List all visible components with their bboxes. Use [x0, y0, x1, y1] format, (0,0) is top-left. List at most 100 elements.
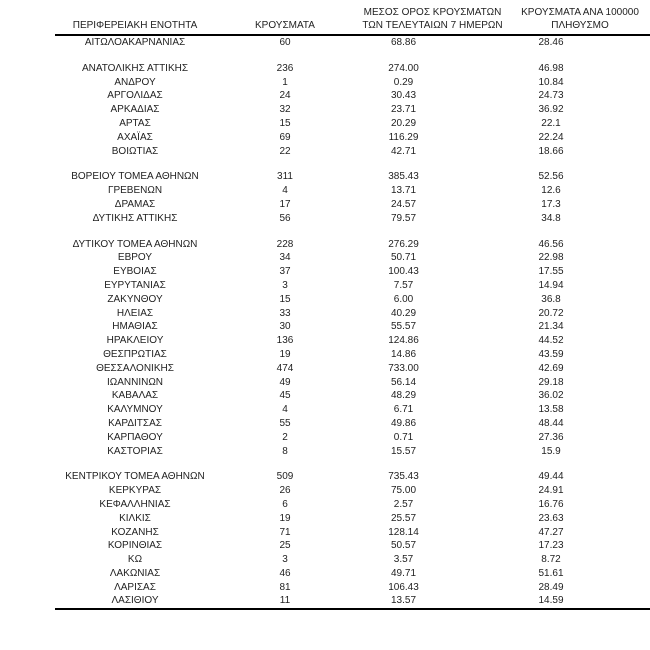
per100k-cell: 46.98	[538, 62, 564, 74]
cases-cell: 37	[279, 266, 291, 278]
table-row: ΑΡΚΑΔΙΑΣ 32 23.71 36.92	[55, 103, 650, 117]
table-row: ΖΑΚΥΝΘΟΥ 15 6.00 36.8	[55, 293, 650, 307]
table-row: ΗΡΑΚΛΕΙΟΥ 136 124.86 44.52	[55, 334, 650, 348]
per100k-cell: 28.49	[538, 581, 564, 593]
avg7-cell: 49.86	[390, 417, 417, 429]
table-row: ΑΝΔΡΟΥ 1 0.29 10.84	[55, 76, 650, 90]
table-row: ΓΡΕΒΕΝΩΝ 4 13.71 12.6	[55, 184, 650, 198]
per100k-cell: 46.56	[538, 238, 564, 250]
avg7-cell: 100.43	[388, 266, 419, 278]
table-row: ΚΕΝΤΡΙΚΟΥ ΤΟΜΕΑ ΑΘΗΝΩΝ 509 735.43 49.44	[55, 470, 650, 484]
table-row: ΚΟΖΑΝΗΣ 71 128.14 47.27	[55, 526, 650, 540]
group-spacer	[55, 158, 650, 170]
region-name-cell: ΘΕΣΠΡΩΤΙΑΣ	[103, 348, 167, 360]
cases-cell: 228	[276, 238, 294, 250]
table-row: ΚΟΡΙΝΘΙΑΣ 25 50.57 17.23	[55, 539, 650, 553]
region-name-cell: ΚΕΦΑΛΛΗΝΙΑΣ	[99, 498, 171, 510]
avg7-cell: 116.29	[388, 131, 419, 143]
region-name-cell: ΗΜΑΘΙΑΣ	[112, 321, 158, 333]
per100k-cell: 27.36	[538, 431, 564, 443]
table-row: ΔΥΤΙΚΗΣ ΑΤΤΙΚΗΣ 56 79.57 34.8	[55, 212, 650, 226]
region-name-cell: ΚΑΣΤΟΡΙΑΣ	[107, 445, 163, 457]
avg7-cell: 30.43	[390, 90, 417, 102]
per100k-cell: 20.72	[538, 307, 564, 319]
table-row: ΚΑΛΥΜΝΟΥ 4 6.71 13.58	[55, 403, 650, 417]
cases-cell: 474	[276, 362, 294, 374]
table-header-row: ΠΕΡΙΦΕΡΕΙΑΚΗ ΕΝΟΤΗΤΑ ΚΡΟΥΣΜΑΤΑ ΜΕΣΟΣ ΟΡΟ…	[55, 0, 650, 36]
table-row: ΚΕΡΚΥΡΑΣ 26 75.00 24.91	[55, 484, 650, 498]
group-spacer	[55, 226, 650, 238]
avg7-cell: 55.57	[390, 321, 417, 333]
cases-cell: 55	[279, 417, 291, 429]
table-row: ΗΛΕΙΑΣ 33 40.29 20.72	[55, 307, 650, 321]
region-name-cell: ΑΡΤΑΣ	[119, 117, 151, 129]
avg7-cell: 42.71	[390, 145, 417, 157]
avg7-cell: 79.57	[390, 212, 417, 224]
per100k-cell: 12.6	[541, 185, 561, 197]
cases-cell: 4	[282, 404, 288, 416]
region-name-cell: ΚΟΖΑΝΗΣ	[111, 526, 159, 538]
table-row: ΑΡΤΑΣ 15 20.29 22.1	[55, 117, 650, 131]
table-row: ΒΟΡΕΙΟΥ ΤΟΜΕΑ ΑΘΗΝΩΝ 311 385.43 52.56	[55, 170, 650, 184]
region-name-cell: ΚΩ	[127, 554, 143, 566]
region-name-cell: ΒΟΡΕΙΟΥ ΤΟΜΕΑ ΑΘΗΝΩΝ	[71, 171, 199, 183]
per100k-cell: 42.69	[538, 362, 564, 374]
per100k-cell: 29.18	[538, 376, 564, 388]
region-name-cell: ΗΡΑΚΛΕΙΟΥ	[106, 335, 164, 347]
avg7-cell: 0.71	[393, 431, 414, 443]
per100k-cell: 10.84	[538, 76, 564, 88]
avg7-cell: 49.71	[390, 567, 417, 579]
region-name-cell: ΚΑΛΥΜΝΟΥ	[107, 404, 163, 416]
per100k-cell: 13.58	[538, 404, 564, 416]
avg7-cell: 735.43	[388, 471, 419, 483]
table-row: ΘΕΣΣΑΛΟΝΙΚΗΣ 474 733.00 42.69	[55, 362, 650, 376]
per100k-cell: 24.73	[538, 90, 564, 102]
cases-cell: 24	[279, 90, 291, 102]
region-name-cell: ΚΙΛΚΙΣ	[119, 512, 151, 524]
region-name-cell: ΘΕΣΣΑΛΟΝΙΚΗΣ	[96, 362, 174, 374]
cases-cell: 25	[279, 540, 291, 552]
per100k-cell: 17.3	[541, 198, 561, 210]
table-row: ΚΑΡΔΙΤΣΑΣ 55 49.86 48.44	[55, 417, 650, 431]
cases-cell: 46	[279, 567, 291, 579]
table-row: ΒΟΙΩΤΙΑΣ 22 42.71 18.66	[55, 145, 650, 159]
per100k-cell: 8.72	[541, 554, 561, 566]
avg7-cell: 6.00	[393, 293, 414, 305]
table-row: ΑΡΓΟΛΙΔΑΣ 24 30.43 24.73	[55, 89, 650, 103]
avg7-cell: 733.00	[388, 362, 419, 374]
region-name-cell: ΔΡΑΜΑΣ	[114, 198, 156, 210]
table-row: ΚΑΡΠΑΘΟΥ 2 0.71 27.36	[55, 431, 650, 445]
avg7-cell: 128.14	[388, 526, 419, 538]
column-header-avg7-line1: ΜΕΣΟΣ ΟΡΟΣ ΚΡΟΥΣΜΑΤΩΝ	[363, 7, 502, 18]
cases-cell: 15	[279, 117, 291, 129]
per100k-cell: 36.02	[538, 390, 564, 402]
table-row: ΛΑΣΙΘΙΟΥ 11 13.57 14.59	[55, 594, 650, 608]
per100k-cell: 51.61	[538, 567, 564, 579]
per100k-cell: 49.44	[538, 471, 564, 483]
column-header-region: ΠΕΡΙΦΕΡΕΙΑΚΗ ΕΝΟΤΗΤΑ	[55, 19, 215, 32]
region-name-cell: ΒΟΙΩΤΙΑΣ	[111, 145, 159, 157]
avg7-cell: 24.57	[390, 198, 417, 210]
cases-cell: 11	[279, 595, 291, 607]
cases-cell: 30	[279, 321, 291, 333]
region-name-cell: ΛΑΚΩΝΙΑΣ	[109, 567, 161, 579]
region-name-cell: ΑΝΑΤΟΛΙΚΗΣ ΑΤΤΙΚΗΣ	[81, 62, 189, 74]
avg7-cell: 6.71	[393, 404, 414, 416]
table-row: ΚΙΛΚΙΣ 19 25.57 23.63	[55, 512, 650, 526]
avg7-cell: 50.57	[390, 540, 417, 552]
region-name-cell: ΛΑΣΙΘΙΟΥ	[111, 595, 159, 607]
avg7-cell: 276.29	[388, 238, 419, 250]
table-row: ΛΑΡΙΣΑΣ 81 106.43 28.49	[55, 581, 650, 595]
table-row: ΑΝΑΤΟΛΙΚΗΣ ΑΤΤΙΚΗΣ 236 274.00 46.98	[55, 62, 650, 76]
table-row: ΚΑΣΤΟΡΙΑΣ 8 15.57 15.9	[55, 445, 650, 459]
region-name-cell: ΖΑΚΥΝΘΟΥ	[107, 293, 163, 305]
region-name-cell: ΑΡΚΑΔΙΑΣ	[110, 104, 160, 116]
table-row: ΙΩΑΝΝΙΝΩΝ 49 56.14 29.18	[55, 376, 650, 390]
cases-cell: 71	[279, 526, 291, 538]
per100k-cell: 34.8	[541, 212, 561, 224]
region-name-cell: ΔΥΤΙΚΟΥ ΤΟΜΕΑ ΑΘΗΝΩΝ	[72, 238, 198, 250]
column-header-cases-label: ΚΡΟΥΣΜΑΤΑ	[255, 20, 315, 31]
cases-cell: 2	[282, 431, 288, 443]
group-spacer	[55, 458, 650, 470]
